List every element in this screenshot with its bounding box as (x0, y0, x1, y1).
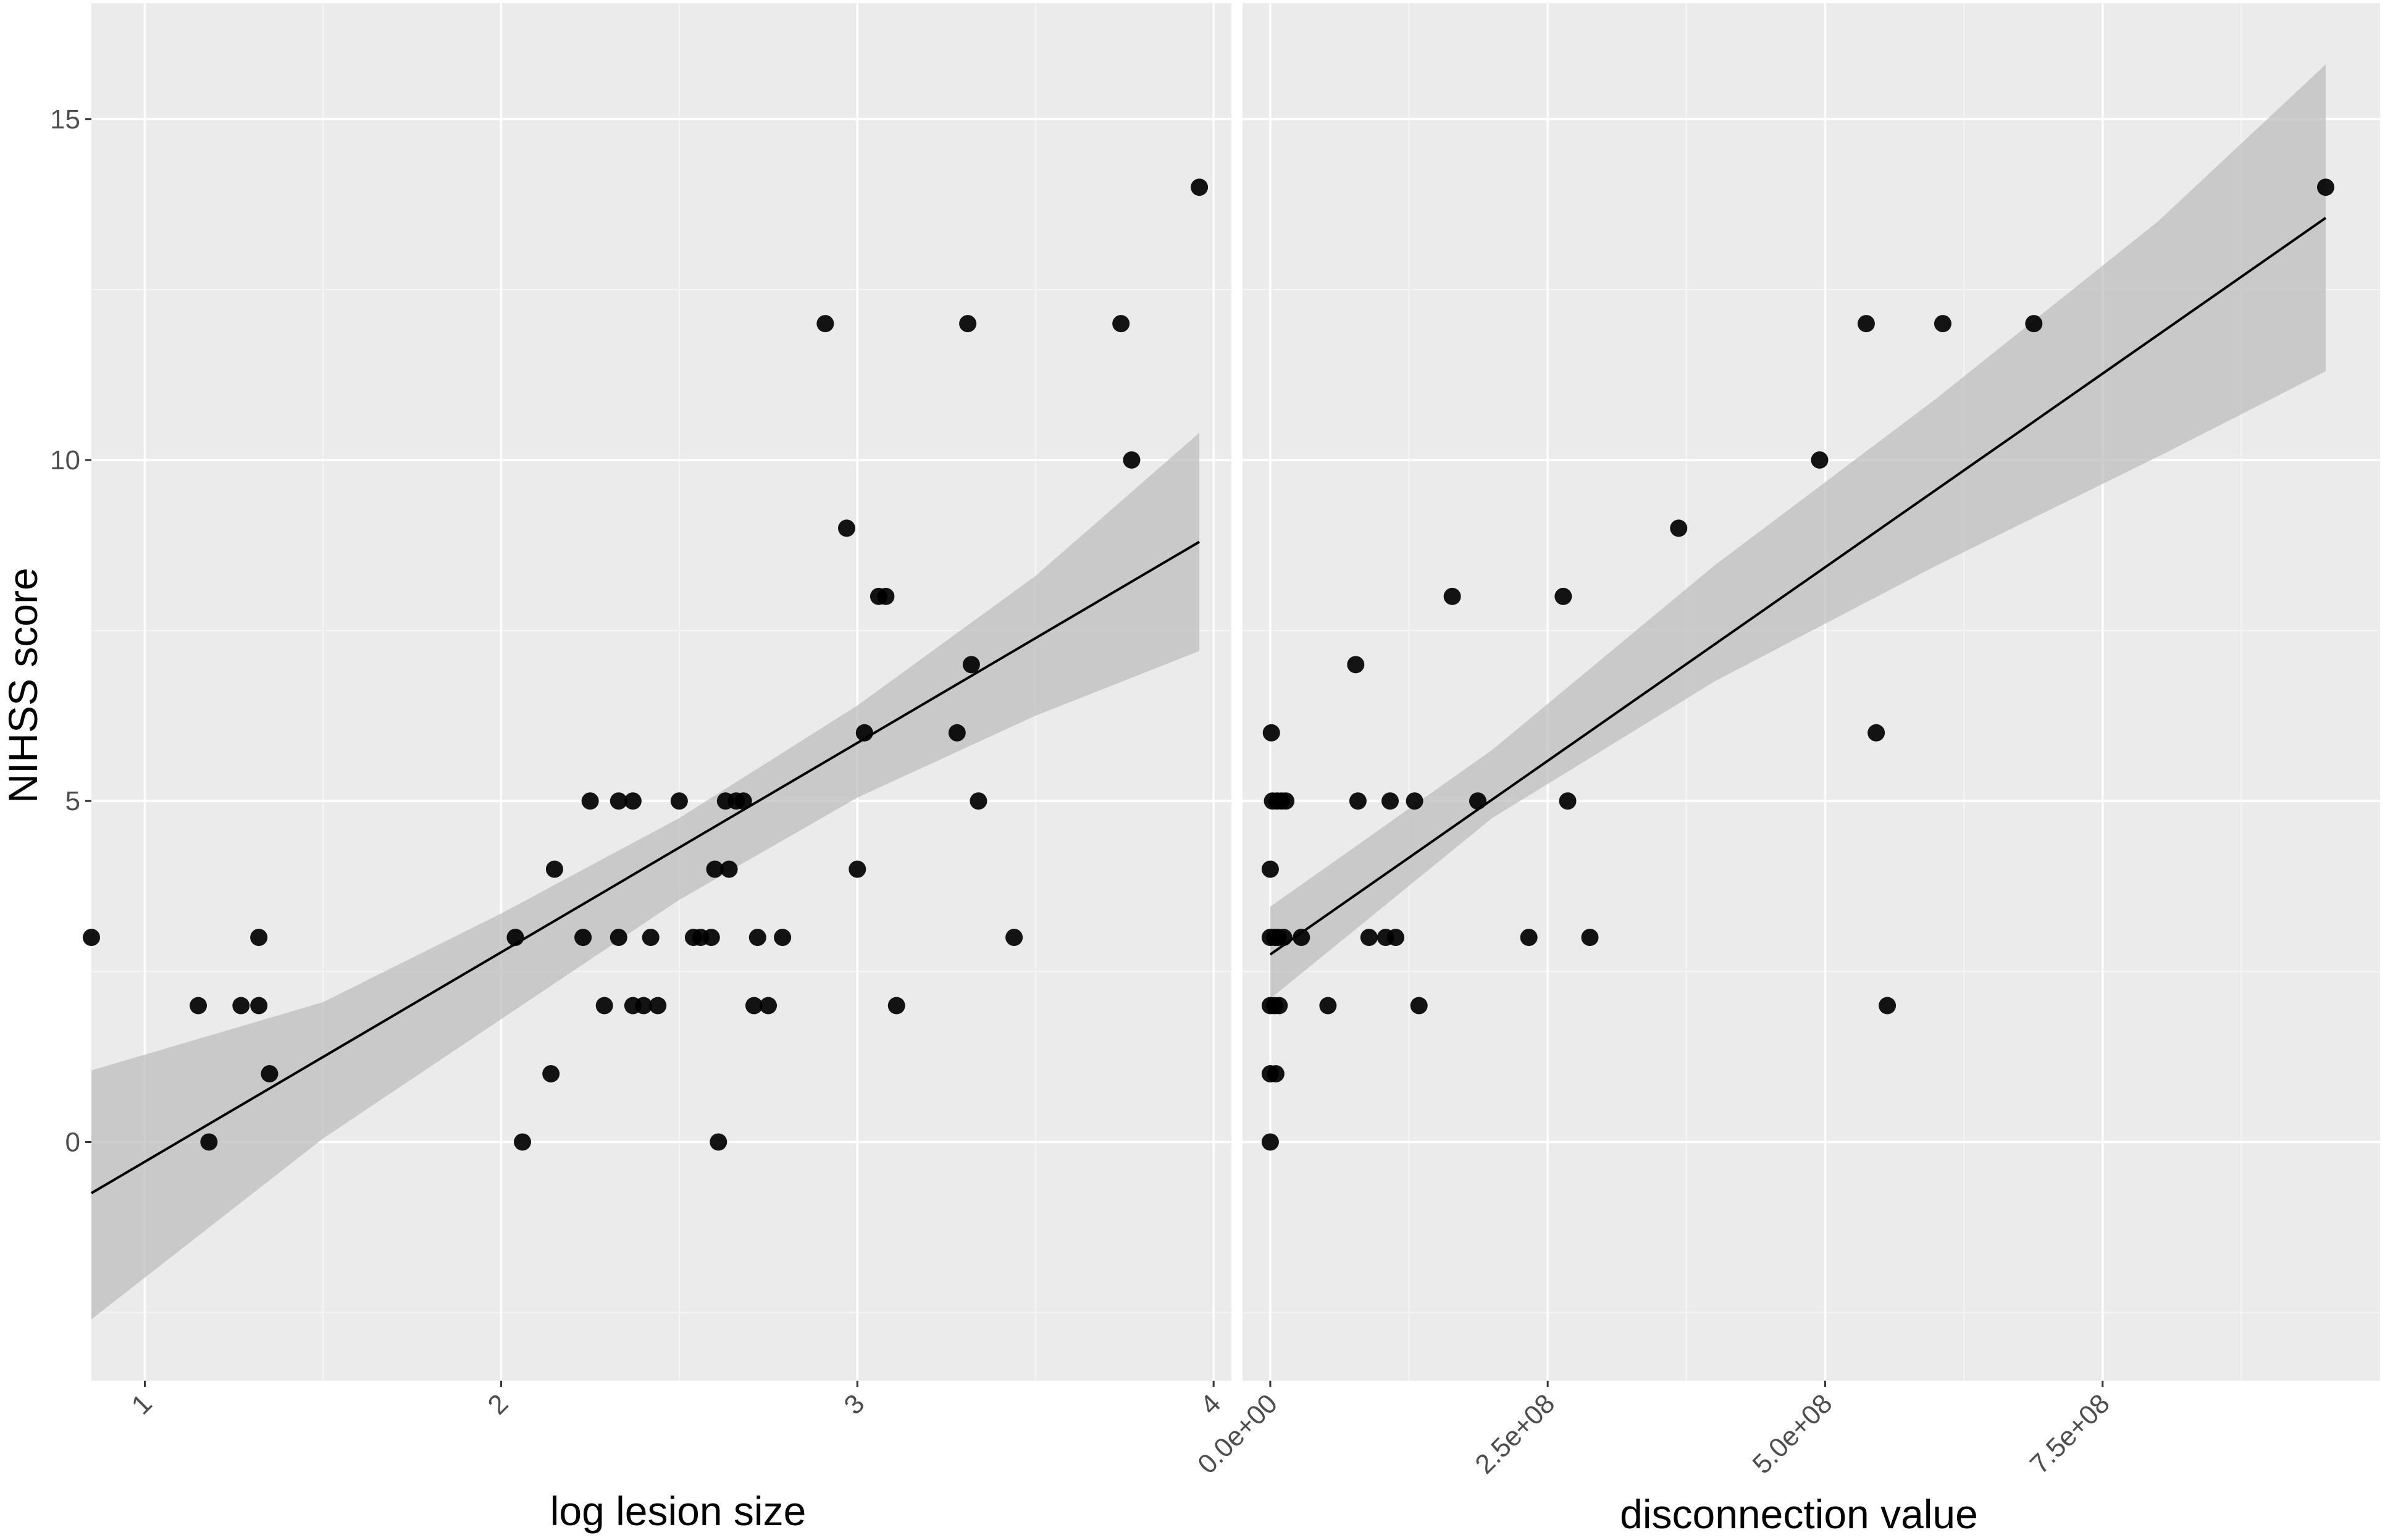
data-point (1005, 929, 1023, 947)
data-point (1261, 860, 1279, 878)
data-point (261, 1065, 279, 1082)
data-point (760, 997, 778, 1015)
x-axis-title-left: log lesion size (550, 1488, 807, 1534)
data-point (1410, 997, 1428, 1015)
data-point (190, 997, 207, 1015)
regression-line (90, 540, 1201, 1194)
data-point (2025, 315, 2043, 333)
data-point (702, 929, 720, 947)
data-point (710, 1133, 727, 1151)
data-point (2316, 178, 2334, 196)
data-point (1191, 178, 1209, 196)
data-point (1360, 929, 1378, 947)
data-point (1520, 929, 1538, 947)
data-point (1261, 1133, 1279, 1151)
data-point (774, 929, 792, 947)
data-point (734, 792, 752, 810)
data-point (887, 997, 905, 1015)
data-point (1581, 929, 1599, 947)
data-point (748, 929, 766, 947)
data-point (1381, 792, 1399, 810)
data-point (1934, 315, 1951, 333)
data-point (1277, 792, 1295, 810)
data-point (581, 792, 599, 810)
data-point (649, 997, 667, 1015)
regression-line (1269, 217, 2327, 956)
data-point (1867, 724, 1885, 742)
data-point (83, 929, 100, 947)
y-axis-title: NIHSS score (0, 567, 46, 803)
y-tick-label: 0 (65, 1127, 80, 1157)
data-point (849, 860, 866, 878)
data-point (962, 656, 980, 674)
data-point (1879, 997, 1897, 1015)
panel-disconnection-value: 0.0e+00 2.5e+08 5.0e+08 7.5e+08 (1192, 3, 2380, 1479)
data-point (1267, 1065, 1285, 1082)
data-point (1857, 315, 1875, 333)
data-point (250, 997, 268, 1015)
data-point (948, 724, 966, 742)
data-point (1443, 587, 1461, 605)
data-point (1347, 656, 1365, 674)
data-point (250, 929, 268, 947)
data-point (624, 792, 642, 810)
data-point (635, 997, 653, 1015)
data-point (1262, 724, 1280, 742)
data-point (610, 929, 627, 947)
x-axis-title-right: disconnection value (1620, 1491, 1978, 1537)
data-point (855, 724, 873, 742)
data-point (1270, 997, 1288, 1015)
data-point (706, 860, 724, 878)
data-point (200, 1133, 218, 1151)
data-point (1386, 929, 1404, 947)
y-tick-label: 15 (50, 104, 80, 135)
data-point (1811, 451, 1829, 469)
data-point (542, 1065, 560, 1082)
data-point (642, 929, 660, 947)
y-tick-label: 10 (50, 445, 80, 475)
data-point (610, 792, 627, 810)
data-point (595, 997, 613, 1015)
data-point (545, 860, 563, 878)
data-point (1275, 929, 1293, 947)
data-point (574, 929, 592, 947)
data-point (1123, 451, 1141, 469)
data-point (816, 315, 834, 333)
data-point (1554, 587, 1572, 605)
confidence-band (1270, 64, 2326, 999)
data-point (1559, 792, 1577, 810)
data-point (970, 792, 987, 810)
data-point (959, 315, 977, 333)
data-point (232, 997, 250, 1015)
data-point (745, 997, 763, 1015)
data-point (670, 792, 688, 810)
data-point (1469, 792, 1486, 810)
data-point (720, 860, 738, 878)
data-point (1293, 929, 1310, 947)
confidence-band (91, 432, 1200, 1320)
y-tick-label: 5 (65, 786, 80, 816)
data-point (877, 587, 895, 605)
data-point (1319, 997, 1337, 1015)
data-point (1670, 519, 1688, 537)
data-point (1112, 315, 1130, 333)
data-point (506, 929, 524, 947)
data-point (1349, 792, 1367, 810)
data-point (514, 1133, 532, 1151)
data-point (837, 519, 855, 537)
data-point (1406, 792, 1423, 810)
